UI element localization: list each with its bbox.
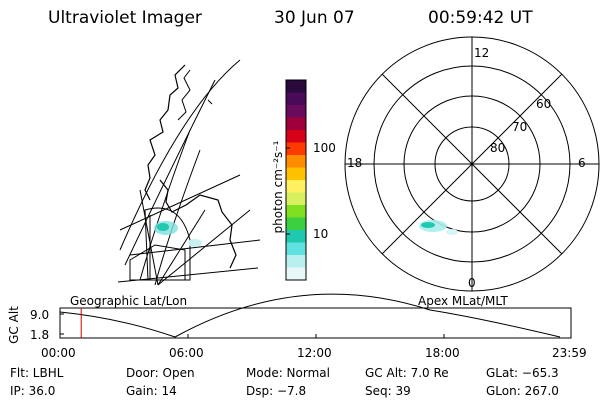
color-bar-band: [286, 255, 306, 268]
color-bar-tick-label-10: 10: [313, 227, 329, 241]
altitude-xtick-1200: 12:00: [297, 346, 332, 360]
color-bar-band: [286, 142, 306, 156]
color-bar-band: [286, 80, 306, 93]
info-seq: Seq: 39: [365, 384, 411, 398]
mlt-label-18: 18: [347, 156, 363, 170]
geographic-map: [117, 59, 261, 286]
time-label: 00:59:42 UT: [428, 8, 533, 28]
polar-plot: [344, 36, 600, 292]
mlt-label-12: 12: [474, 46, 490, 60]
color-bar-band: [286, 117, 306, 131]
color-bar: [286, 80, 306, 281]
mlat-label-60: 60: [536, 97, 552, 111]
color-bar-band: [286, 217, 306, 231]
mlt-label-6: 6: [578, 156, 586, 170]
color-bar-band: [286, 192, 306, 206]
color-bar-band: [286, 242, 306, 256]
mlat-label-70: 70: [512, 120, 528, 134]
color-bar-band: [286, 205, 306, 218]
altitude-xtick-1800: 18:00: [425, 346, 460, 360]
info-dsp: Dsp: −7.8: [246, 384, 307, 398]
info-mode: Mode: Normal: [246, 366, 330, 380]
date-label: 30 Jun 07: [274, 8, 355, 28]
color-bar-tick-label-100: 100: [313, 141, 336, 155]
info-glat: GLat: −65.3: [486, 366, 559, 380]
right-aurora-blob: [419, 220, 458, 235]
info-gc-alt: GC Alt: 7.0 Re: [365, 366, 449, 380]
color-bar-frame: [285, 79, 307, 281]
color-bar-band: [286, 230, 306, 243]
color-bar-unit-label: photon cm⁻²s⁻¹: [271, 140, 285, 234]
color-bar-band: [286, 167, 306, 181]
info-ip: IP: 36.0: [10, 384, 56, 398]
color-bar-band: [286, 92, 306, 106]
instrument-title: Ultraviolet Imager: [48, 8, 202, 28]
color-bar-band: [286, 267, 306, 281]
info-gain: Gain: 14: [126, 384, 177, 398]
mlat-label-80: 80: [490, 141, 506, 155]
altitude-xtick-0600: 06:00: [169, 346, 204, 360]
left-aurora-blob: [154, 221, 202, 247]
altitude-plot: [59, 293, 572, 339]
info-door: Door: Open: [126, 366, 195, 380]
color-bar-band: [286, 155, 306, 168]
altitude-ytick-1.8: 1.8: [30, 328, 50, 342]
altitude-xtick-0000: 00:00: [41, 346, 76, 360]
mlt-label-0: 0: [468, 276, 476, 290]
color-bar-band: [286, 130, 306, 143]
apex-map-label: Apex MLat/MLT: [418, 294, 508, 308]
info-filter: Flt: LBHL: [10, 366, 64, 380]
color-bar-band: [286, 105, 306, 118]
color-bar-band: [286, 180, 306, 193]
info-glon: GLon: 267.0: [486, 384, 559, 398]
altitude-y-label: GC Alt: [7, 306, 21, 344]
geographic-map-label: Geographic Lat/Lon: [70, 294, 188, 308]
altitude-xtick-2359: 23:59: [552, 346, 587, 360]
altitude-ytick-9: 9.0: [30, 308, 50, 322]
